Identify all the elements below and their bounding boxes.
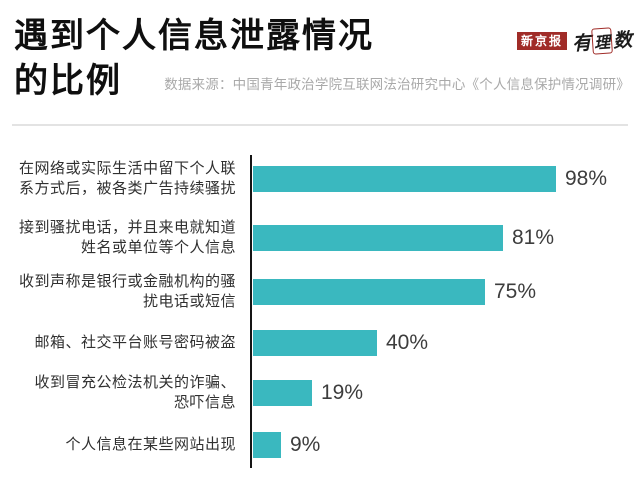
value-label: 9% bbox=[290, 432, 321, 456]
y-axis-line bbox=[250, 155, 252, 468]
xinjingbao-logo: 新京报 bbox=[516, 31, 567, 50]
value-label: 98% bbox=[565, 166, 608, 190]
chart-row: 收到声称是银行或金融机构的骚 扰电话或短信 75% bbox=[0, 270, 640, 314]
category-label: 邮箱、社交平台账号密码被盗 bbox=[34, 333, 236, 351]
brand-logo: 新京报 有理数 bbox=[516, 25, 633, 56]
bar-area: 9% bbox=[236, 431, 640, 458]
chart-row: 个人信息在某些网站出现 9% bbox=[0, 423, 640, 467]
value-label: 75% bbox=[494, 279, 537, 303]
bar bbox=[253, 224, 503, 251]
value-label: 40% bbox=[386, 330, 429, 354]
bar-area: 98% bbox=[236, 165, 640, 192]
category-label: 接到骚扰电话，并且来电就知道 姓名或单位等个人信息 bbox=[18, 218, 236, 256]
bar-area: 40% bbox=[236, 329, 640, 356]
page-title-line1: 遇到个人信息泄露情况 bbox=[14, 17, 374, 55]
chart-row: 邮箱、社交平台账号密码被盗 40% bbox=[0, 321, 640, 365]
bar-area: 81% bbox=[236, 224, 640, 251]
chart-row: 接到骚扰电话，并且来电就知道 姓名或单位等个人信息 81% bbox=[0, 216, 640, 260]
page-title: 遇到个人信息泄露情况 的比例 bbox=[14, 14, 374, 104]
value-label: 19% bbox=[321, 380, 364, 404]
category-label: 收到声称是银行或金融机构的骚 扰电话或短信 bbox=[18, 272, 236, 310]
category-label: 收到冒充公检法机关的诈骗、 恐吓信息 bbox=[34, 373, 236, 411]
youlishu-char: 有 bbox=[571, 32, 592, 56]
youlishu-char: 理 bbox=[591, 27, 613, 55]
bar bbox=[253, 278, 485, 305]
youlishu-logo: 有理数 bbox=[571, 25, 633, 56]
chart-row: 在网络或实际生活中留下个人联 系方式后，被各类广告持续骚扰 98% bbox=[0, 157, 640, 201]
bar bbox=[253, 379, 312, 406]
data-source-note: 数据来源：中国青年政治学院互联网法治研究中心《个人信息保护情况调研》 bbox=[164, 77, 630, 92]
value-label: 81% bbox=[512, 225, 555, 249]
bar-area: 19% bbox=[236, 379, 640, 406]
category-label: 个人信息在某些网站出现 bbox=[65, 435, 236, 453]
bar bbox=[253, 165, 556, 192]
page-title-line2: 的比例 bbox=[14, 62, 122, 100]
chart-row: 收到冒充公检法机关的诈骗、 恐吓信息 19% bbox=[0, 371, 640, 415]
youlishu-char: 数 bbox=[612, 29, 633, 53]
bar-area: 75% bbox=[236, 278, 640, 305]
divider-line bbox=[12, 124, 628, 126]
category-label: 在网络或实际生活中留下个人联 系方式后，被各类广告持续骚扰 bbox=[18, 159, 236, 197]
bar bbox=[253, 431, 281, 458]
bar bbox=[253, 329, 377, 356]
horizontal-bar-chart: 在网络或实际生活中留下个人联 系方式后，被各类广告持续骚扰 98% 接到骚扰电话，并且… bbox=[0, 150, 640, 480]
